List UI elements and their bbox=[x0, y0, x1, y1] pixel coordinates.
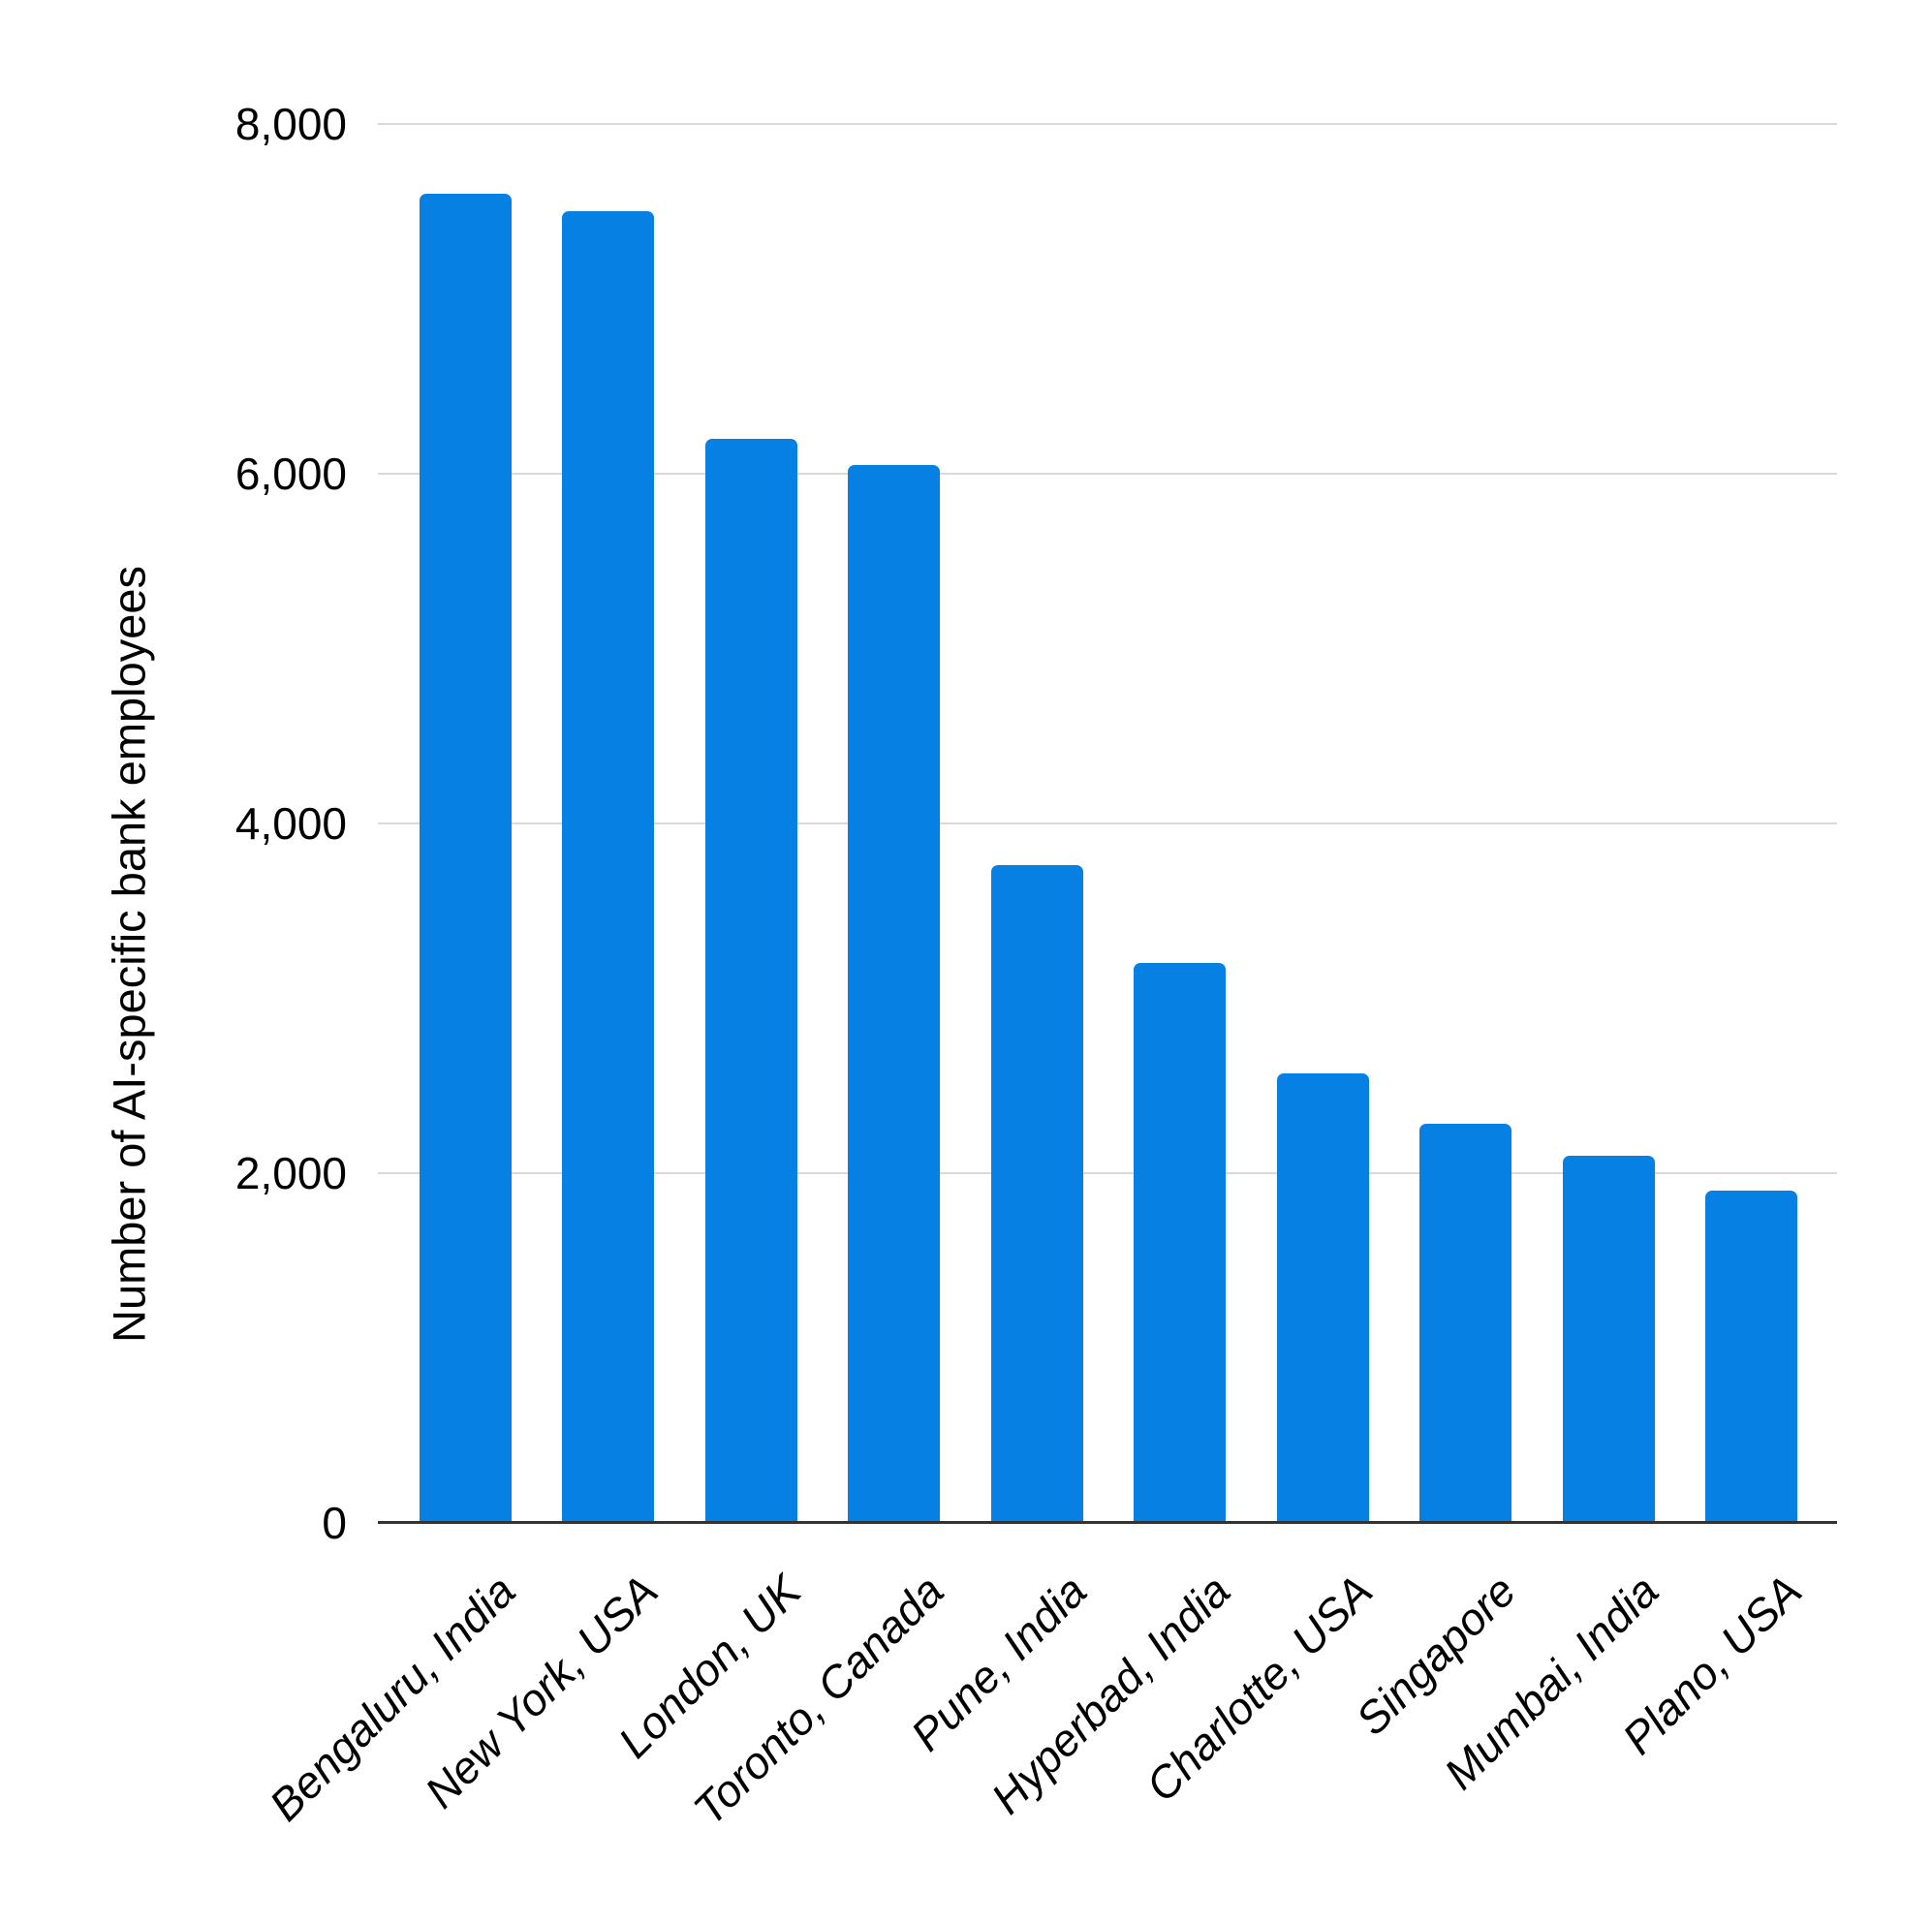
plot-area bbox=[378, 123, 1837, 1524]
gridline-8000 bbox=[378, 123, 1837, 125]
x-axis-line bbox=[378, 1521, 1837, 1524]
bar-singapore bbox=[1419, 1124, 1511, 1523]
y-tick-label-2,000: 2,000 bbox=[234, 1148, 347, 1198]
bar-plano-usa bbox=[1705, 1191, 1797, 1523]
bar-mumbai-india bbox=[1562, 1155, 1655, 1523]
bar-charlotte-usa bbox=[1276, 1073, 1369, 1523]
bar-london-uk bbox=[704, 438, 797, 1523]
y-tick-label-0: 0 bbox=[322, 1498, 347, 1548]
bar-bengaluru-india bbox=[419, 194, 512, 1523]
y-tick-label-8,000: 8,000 bbox=[234, 99, 347, 149]
bar-pune-india bbox=[990, 865, 1083, 1523]
gridline-2000 bbox=[378, 1172, 1837, 1174]
y-tick-label-6,000: 6,000 bbox=[234, 449, 347, 499]
bar-new-york-usa bbox=[562, 211, 654, 1523]
gridline-6000 bbox=[378, 473, 1837, 475]
gridline-4000 bbox=[378, 822, 1837, 824]
y-axis-title: Number of AI-specific bank employees bbox=[103, 566, 155, 1343]
x-tick-label-bengaluru-india: Bengaluru, India bbox=[259, 1565, 525, 1831]
x-tick-label-toronto-canada: Toronto, Canada bbox=[684, 1565, 953, 1835]
bar-toronto-canada bbox=[848, 464, 940, 1523]
bar-hyperbad-india bbox=[1134, 963, 1226, 1523]
y-tick-label-4,000: 4,000 bbox=[234, 798, 347, 849]
